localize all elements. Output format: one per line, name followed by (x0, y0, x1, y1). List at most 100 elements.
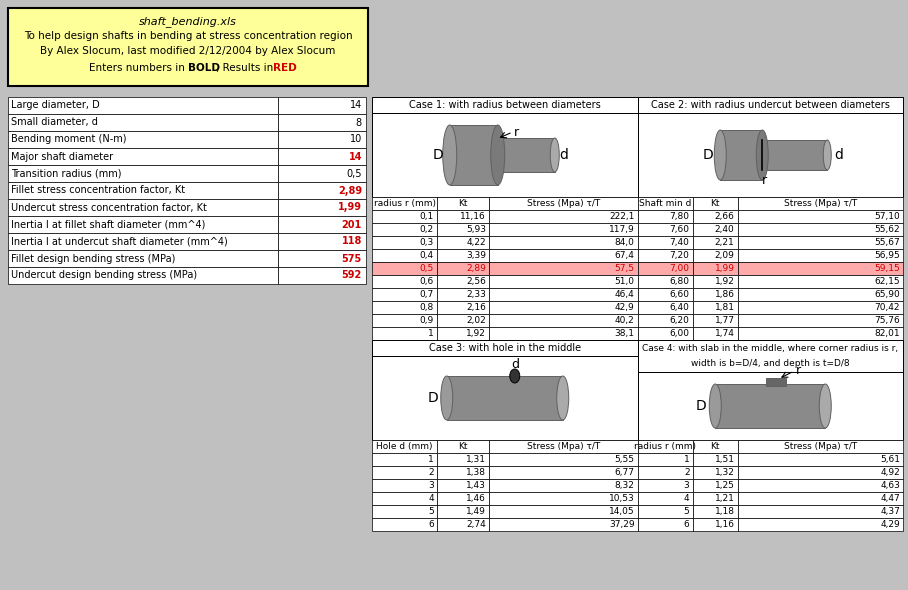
Text: 7,20: 7,20 (669, 251, 689, 260)
Bar (637, 340, 903, 372)
Text: 1,16: 1,16 (715, 520, 735, 529)
Text: 0,8: 0,8 (419, 303, 434, 312)
Text: 4,47: 4,47 (880, 494, 900, 503)
Bar (693, 236, 737, 249)
Text: 2: 2 (684, 468, 689, 477)
Bar (489, 466, 637, 479)
Ellipse shape (509, 369, 519, 383)
Bar (8, 131, 278, 148)
Bar (737, 440, 903, 453)
Text: 1,86: 1,86 (715, 290, 735, 299)
Text: 2,89: 2,89 (338, 185, 362, 195)
Text: 6: 6 (429, 520, 434, 529)
Text: 4: 4 (429, 494, 434, 503)
Text: 1,74: 1,74 (715, 329, 735, 338)
Bar (372, 288, 437, 301)
Bar (372, 356, 637, 440)
Text: d: d (559, 148, 568, 162)
Bar (372, 97, 637, 113)
Bar (637, 479, 693, 492)
Bar (489, 314, 637, 327)
Bar (637, 440, 693, 453)
Bar (372, 340, 637, 356)
Bar (449, 125, 498, 185)
Text: 82,01: 82,01 (874, 329, 900, 338)
Bar (693, 301, 737, 314)
Text: d: d (510, 358, 518, 371)
Bar (278, 97, 366, 114)
Bar (637, 372, 903, 440)
Text: Small diameter, d: Small diameter, d (11, 117, 98, 127)
Ellipse shape (440, 376, 453, 420)
Text: 5,93: 5,93 (466, 225, 486, 234)
Text: 1,99: 1,99 (338, 202, 362, 212)
Bar (437, 236, 489, 249)
Bar (437, 288, 489, 301)
Text: 1: 1 (684, 455, 689, 464)
Bar (737, 492, 903, 505)
Text: 65,90: 65,90 (874, 290, 900, 299)
Bar (693, 440, 737, 453)
Bar (637, 97, 903, 113)
Text: 6,77: 6,77 (615, 468, 635, 477)
Bar (637, 301, 693, 314)
Bar (737, 275, 903, 288)
Text: 84,0: 84,0 (615, 238, 635, 247)
Text: Kt: Kt (459, 442, 468, 451)
Bar (278, 216, 366, 233)
Text: 7,80: 7,80 (669, 212, 689, 221)
Text: D: D (703, 148, 714, 162)
Bar (637, 249, 693, 262)
Ellipse shape (709, 384, 721, 428)
Text: Stress (Mpa) τ/T: Stress (Mpa) τ/T (784, 442, 857, 451)
Text: 0,5: 0,5 (347, 169, 362, 179)
Bar (489, 262, 637, 275)
Bar (8, 97, 278, 114)
Bar (372, 479, 437, 492)
Text: 14: 14 (349, 152, 362, 162)
Bar (437, 249, 489, 262)
Text: 2,33: 2,33 (466, 290, 486, 299)
Bar (737, 518, 903, 531)
Text: Case 2: with radius undercut between diameters: Case 2: with radius undercut between dia… (651, 100, 890, 110)
Text: , Results in: , Results in (216, 63, 277, 73)
Text: 6: 6 (684, 520, 689, 529)
Bar (693, 479, 737, 492)
Text: 6,80: 6,80 (669, 277, 689, 286)
Bar (693, 453, 737, 466)
Bar (278, 148, 366, 165)
Bar (637, 223, 693, 236)
Bar (8, 250, 278, 267)
Text: 1,77: 1,77 (715, 316, 735, 325)
Bar (637, 327, 693, 340)
Text: Bending moment (N-m): Bending moment (N-m) (11, 135, 126, 145)
Bar (489, 236, 637, 249)
Bar (8, 267, 278, 284)
Text: 222,1: 222,1 (609, 212, 635, 221)
Text: 62,15: 62,15 (874, 277, 900, 286)
Bar (8, 165, 278, 182)
Bar (716, 384, 825, 428)
Bar (372, 453, 437, 466)
Bar (489, 249, 637, 262)
Ellipse shape (824, 140, 831, 170)
Text: 1,51: 1,51 (715, 455, 735, 464)
Text: 1,21: 1,21 (715, 494, 735, 503)
Text: 46,4: 46,4 (615, 290, 635, 299)
Bar (762, 140, 827, 170)
Text: 2,09: 2,09 (715, 251, 735, 260)
Text: Enters numbers in: Enters numbers in (89, 63, 188, 73)
Bar (737, 314, 903, 327)
Bar (437, 197, 489, 210)
Bar (278, 250, 366, 267)
Ellipse shape (443, 125, 457, 185)
Text: 5,55: 5,55 (615, 455, 635, 464)
Bar (693, 223, 737, 236)
Bar (693, 314, 737, 327)
Bar (278, 199, 366, 216)
Text: 10: 10 (350, 135, 362, 145)
Bar (489, 479, 637, 492)
Bar (8, 233, 278, 250)
Text: Major shaft diameter: Major shaft diameter (11, 152, 114, 162)
Text: 40,2: 40,2 (615, 316, 635, 325)
